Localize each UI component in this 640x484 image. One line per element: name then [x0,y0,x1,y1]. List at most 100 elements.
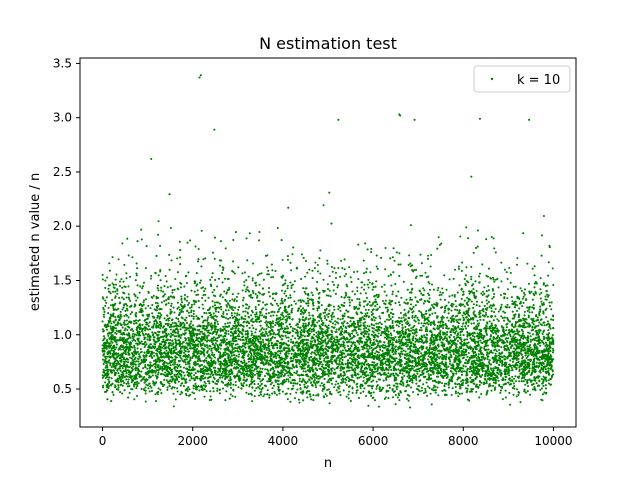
data-point [163,293,167,296]
data-point [448,295,451,298]
data-point [447,365,450,368]
data-point [436,386,439,389]
data-point [165,349,168,352]
data-point [510,296,513,299]
data-point [212,380,215,384]
data-point [490,236,493,239]
data-point [527,358,530,361]
data-point [445,304,448,307]
data-point [367,378,370,381]
data-point [256,315,259,318]
data-point [292,384,295,387]
data-point [277,379,280,383]
data-point [373,319,376,322]
data-point [349,335,352,338]
data-point [319,352,322,355]
data-point [395,324,398,327]
data-point [403,374,406,377]
data-point [278,356,281,359]
data-point [392,353,395,356]
data-point [186,241,189,244]
data-point [302,256,305,259]
data-point [116,289,119,292]
data-point [208,347,211,351]
data-point [115,362,118,365]
data-point [482,367,485,370]
data-point [251,290,254,293]
data-point [142,367,145,370]
data-point [259,367,262,370]
data-point [221,271,224,275]
data-point [490,324,493,327]
data-point [327,372,331,375]
data-point [521,332,525,335]
data-point [180,382,183,385]
data-point [324,311,327,314]
data-point [102,384,105,387]
data-point [443,384,446,387]
data-point [330,266,333,269]
data-point [256,346,259,349]
data-point [258,272,261,276]
data-point [283,292,286,295]
data-point [549,383,553,386]
data-point [276,344,279,347]
data-point [503,370,506,373]
data-point [514,336,517,339]
data-point [440,382,444,385]
data-point [237,308,240,311]
data-point [202,370,205,373]
data-point [128,353,131,356]
data-point [506,318,509,321]
data-point [513,385,516,388]
data-point [129,299,132,302]
data-point [121,384,124,387]
data-point [251,332,254,335]
data-point [168,193,171,196]
data-point [512,382,515,385]
data-point [106,389,109,392]
data-point [376,354,379,357]
data-point [101,320,104,323]
data-point [108,269,112,272]
data-point [176,363,179,366]
data-point [454,382,457,385]
data-point [362,390,365,393]
data-point [480,341,483,344]
data-point [283,362,286,365]
data-point [302,287,305,290]
data-point [126,309,129,312]
data-point [127,316,130,319]
data-point [332,315,336,318]
data-point [364,358,367,361]
data-point [302,322,305,325]
data-point [132,365,135,368]
data-point [465,226,468,229]
data-point [326,381,329,384]
data-point [317,377,320,380]
data-points [101,74,555,409]
data-point [406,288,409,291]
data-point [325,394,328,397]
data-point [144,365,147,369]
data-point [235,317,238,320]
data-point [198,333,201,336]
data-point [517,391,520,394]
data-point [248,232,251,235]
data-point [337,328,341,331]
data-point [330,393,333,396]
data-point [405,365,408,368]
data-point [125,296,128,299]
data-point [343,258,346,261]
data-point [125,382,128,385]
data-point [116,292,119,295]
data-point [507,348,511,351]
data-point [254,293,257,296]
data-point [340,295,343,298]
data-point [303,367,306,370]
data-point [470,354,473,358]
data-point [165,379,168,382]
data-point [271,381,274,384]
data-point [265,327,268,331]
data-point [192,344,195,347]
